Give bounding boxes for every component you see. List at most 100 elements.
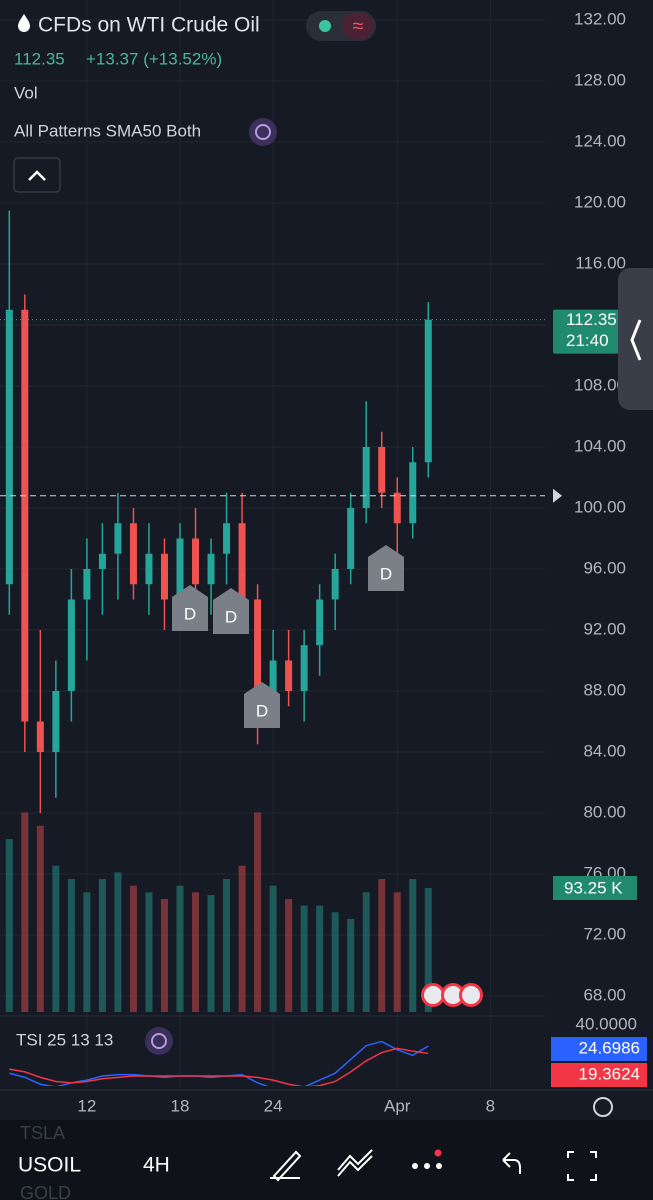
x-tick-label: 8	[486, 1096, 495, 1115]
candle-body	[145, 553, 153, 585]
candle-body	[67, 599, 75, 691]
candle-body	[52, 691, 60, 752]
y-tick-label: 116.00	[575, 253, 626, 272]
volume-bar	[269, 885, 277, 1012]
side-panel-arrow	[630, 319, 642, 361]
volume-bar	[223, 879, 231, 1012]
side-panel-handle[interactable]	[618, 268, 653, 410]
candle-body	[424, 319, 432, 463]
indicator-icon-ring	[255, 124, 271, 140]
volume-bar	[347, 918, 355, 1012]
volume-bar	[145, 892, 153, 1012]
volume-bar	[238, 865, 246, 1012]
x-tick-label: 18	[171, 1096, 190, 1115]
volume-bar	[67, 879, 75, 1012]
interval-button[interactable]: 4H	[143, 1154, 170, 1177]
undo-button[interactable]	[502, 1152, 521, 1174]
tsi-legend[interactable]: TSI 25 13 13	[16, 1030, 113, 1049]
candle-body	[254, 599, 262, 707]
settings-icon[interactable]	[593, 1097, 613, 1117]
indicator-icon[interactable]	[249, 118, 277, 146]
pattern-label: D	[256, 701, 268, 720]
volume-bar	[52, 865, 60, 1012]
volume-bar	[285, 898, 293, 1012]
volume-bar	[207, 894, 215, 1012]
tsi-badge-label: 19.3624	[579, 1064, 640, 1083]
ghost-symbol: GOLD	[20, 1183, 71, 1200]
event-flag-inner	[462, 986, 480, 1004]
candle-body	[223, 523, 231, 554]
pattern-marker[interactable]	[244, 682, 280, 728]
volume-bar	[378, 879, 386, 1012]
delay-pill[interactable]	[342, 13, 374, 39]
volume-bar	[362, 892, 370, 1012]
candle-body	[362, 447, 370, 508]
volume-bar	[21, 812, 29, 1012]
volume-bar	[98, 879, 106, 1012]
countdown: 21:40	[566, 331, 609, 350]
pattern-marker[interactable]	[213, 588, 249, 634]
y-tick-label: 88.00	[583, 680, 626, 699]
event-flag-inner	[424, 986, 442, 1004]
price-badge-value: 112.35	[566, 310, 617, 329]
tsi-panel	[9, 1040, 429, 1086]
collapse-button[interactable]	[13, 157, 61, 193]
y-tick-label: 108.00	[574, 375, 626, 394]
candle-body	[192, 538, 200, 585]
pattern-label: D	[225, 607, 237, 626]
volume-bar	[5, 839, 13, 1012]
volume-bar	[129, 885, 137, 1012]
volume-bar	[300, 905, 308, 1012]
y-tick-label: 100.00	[574, 497, 626, 516]
candle-body	[269, 660, 277, 707]
candle-body	[331, 569, 339, 600]
indicator-legend[interactable]: All Patterns SMA50 Both	[14, 121, 201, 140]
candle-body	[207, 553, 215, 585]
draw-tool[interactable]	[270, 1150, 302, 1182]
y-tick-label: 80.00	[583, 802, 626, 821]
ghost-symbol: TSLA	[20, 1123, 65, 1143]
volume-bar	[316, 905, 324, 1012]
volume-bar	[409, 879, 417, 1012]
tsi-icon[interactable]	[145, 1027, 173, 1055]
x-tick-label: Apr	[384, 1096, 411, 1115]
y-tick-label: 96.00	[583, 558, 626, 577]
tsi-icon-ring	[151, 1033, 167, 1049]
pattern-marker[interactable]	[172, 585, 208, 631]
x-tick-label: 12	[77, 1096, 96, 1115]
candle-body	[5, 309, 13, 585]
market-status[interactable]	[319, 20, 331, 32]
price-change: +13.37 (+13.52%)	[86, 49, 222, 68]
indicators-button[interactable]	[337, 1149, 373, 1177]
candle-body	[21, 309, 29, 722]
candle-body	[160, 553, 168, 600]
y-tick-label: 68.00	[583, 985, 626, 1004]
candle-body	[285, 660, 293, 691]
pattern-label: D	[184, 604, 196, 623]
candle-body	[409, 462, 417, 524]
tsi-badge-label: 24.6986	[579, 1038, 640, 1057]
volume-legend[interactable]: Vol	[14, 83, 38, 102]
overlay: CFDs on WTI Crude Oil ≈ 112.35 +13.37 (+…	[0, 9, 653, 1200]
event-flag-inner	[444, 986, 462, 1004]
more-button[interactable]	[412, 1149, 442, 1170]
candle-body	[300, 645, 308, 691]
pattern-marker[interactable]	[368, 545, 404, 591]
candle-body	[129, 523, 137, 585]
volume-badge	[553, 875, 637, 900]
volume-bar	[393, 892, 401, 1012]
symbol-button[interactable]: USOIL	[18, 1154, 81, 1177]
y-tick-label: 132.00	[574, 9, 626, 28]
candle-body	[347, 508, 355, 569]
fullscreen-button[interactable]	[567, 1151, 597, 1181]
plot	[0, 210, 545, 1012]
volume-bar	[192, 892, 200, 1012]
candle-body	[176, 538, 184, 600]
volume-bar	[176, 885, 184, 1012]
volume-bar	[36, 825, 44, 1012]
drop-icon	[18, 14, 30, 32]
y-tick-label: 84.00	[583, 741, 626, 760]
candle-body	[316, 599, 324, 646]
